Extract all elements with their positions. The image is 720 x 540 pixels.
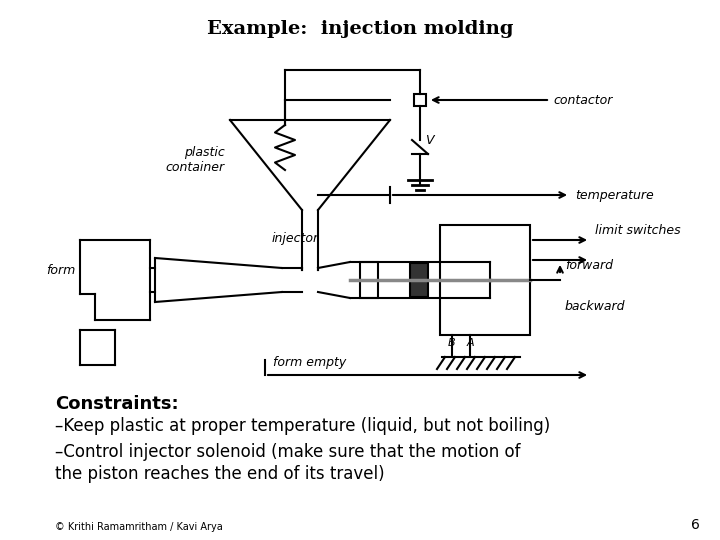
Text: forward: forward: [565, 259, 613, 272]
Text: form empty: form empty: [274, 356, 346, 369]
Text: Example:  injection molding: Example: injection molding: [207, 20, 513, 38]
Text: injector: injector: [271, 232, 318, 245]
Text: 6: 6: [691, 518, 700, 532]
Text: B: B: [448, 338, 456, 348]
Bar: [410, 263, 428, 297]
Text: limit switches: limit switches: [595, 224, 680, 237]
Text: temperature: temperature: [575, 188, 654, 201]
Text: the piston reaches the end of its travel): the piston reaches the end of its travel…: [55, 465, 384, 483]
Text: contactor: contactor: [553, 93, 613, 106]
Text: A: A: [466, 338, 474, 348]
Text: –Keep plastic at proper temperature (liquid, but not boiling): –Keep plastic at proper temperature (liq…: [55, 417, 550, 435]
Text: V: V: [425, 133, 433, 146]
Text: form: form: [46, 264, 75, 276]
Bar: [440, 225, 530, 335]
Bar: [414, 94, 426, 106]
Text: © Krithi Ramamritham / Kavi Arya: © Krithi Ramamritham / Kavi Arya: [55, 522, 222, 532]
Bar: [360, 262, 378, 298]
Text: plastic
container: plastic container: [166, 146, 225, 174]
Text: backward: backward: [565, 300, 626, 313]
Text: –Control injector solenoid (make sure that the motion of: –Control injector solenoid (make sure th…: [55, 443, 521, 461]
Text: Constraints:: Constraints:: [55, 395, 179, 413]
